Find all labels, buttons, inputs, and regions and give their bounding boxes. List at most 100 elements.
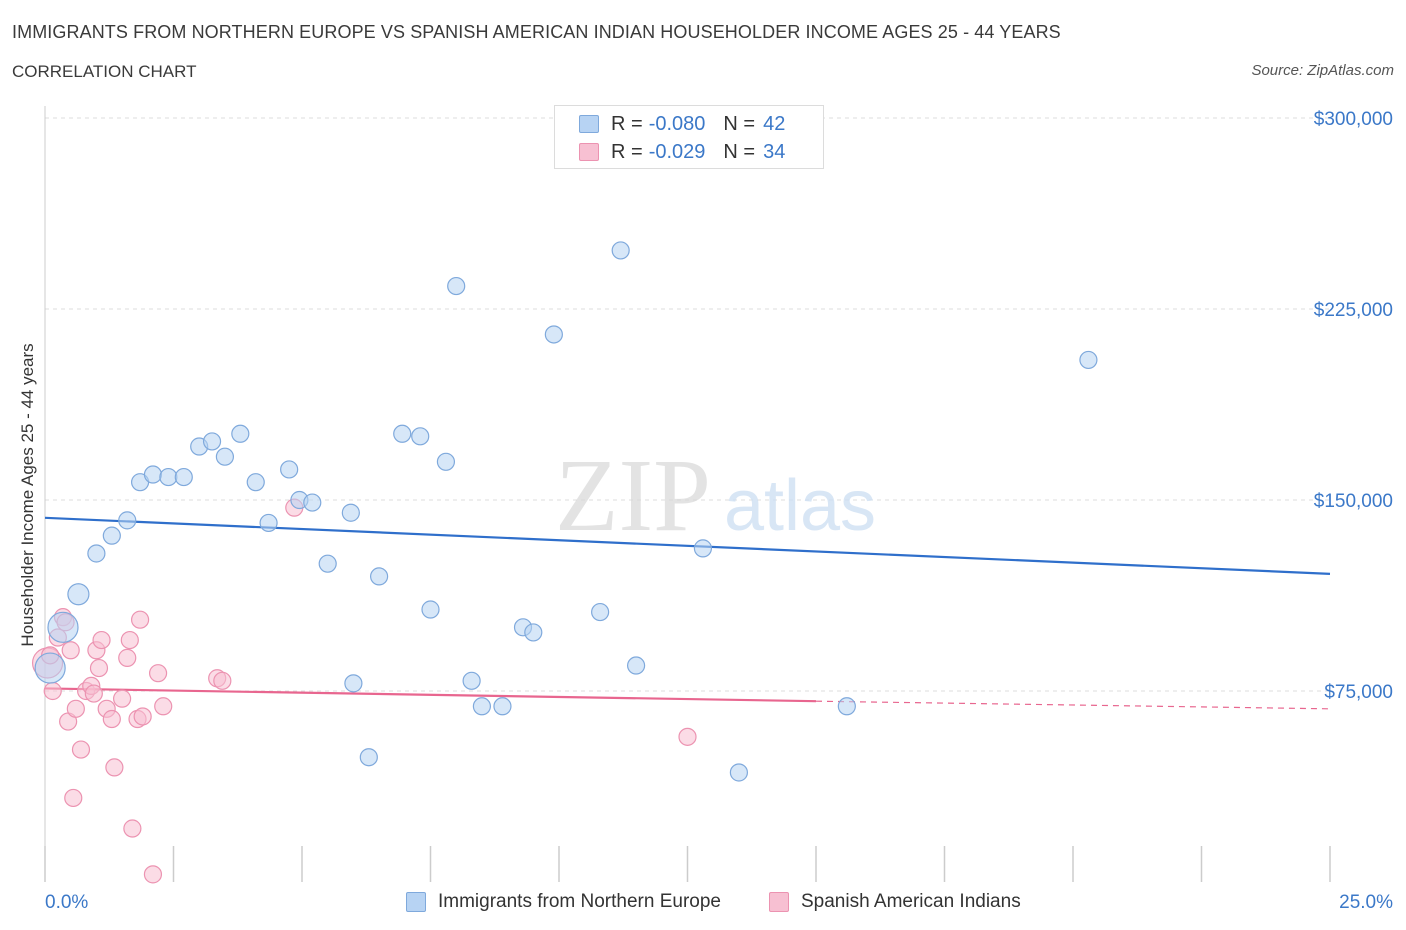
data-point-northern-europe — [611, 241, 630, 260]
legend-r-value: -0.080 — [648, 112, 706, 135]
y-tick-label: $150,000 — [1314, 491, 1393, 512]
data-point-spanish-american-indians — [89, 658, 109, 678]
stats-legend: R = -0.080 N = 42 R = -0.029 N = 34 — [554, 105, 824, 169]
data-point-spanish-american-indians — [112, 689, 132, 708]
y-tick-label: $75,000 — [1324, 682, 1393, 703]
data-point-northern-europe — [102, 526, 121, 545]
watermark: ZIP atlas — [555, 438, 876, 553]
data-point-northern-europe — [303, 493, 322, 512]
x-tick-label: 0.0% — [45, 892, 88, 913]
data-point-northern-europe — [159, 467, 178, 487]
data-point-northern-europe — [493, 697, 512, 716]
data-point-spanish-american-indians — [71, 740, 91, 759]
data-points — [31, 241, 1098, 884]
data-point-spanish-american-indians — [120, 630, 139, 650]
legend-row-northern-europe: R = -0.080 N = 42 — [579, 111, 785, 137]
data-point-northern-europe — [34, 652, 66, 684]
data-point-northern-europe — [462, 671, 481, 690]
data-point-spanish-american-indians — [148, 664, 168, 683]
data-point-spanish-american-indians — [130, 610, 150, 629]
data-point-northern-europe — [837, 697, 856, 716]
data-point-northern-europe — [524, 623, 543, 642]
watermark-zip: ZIP — [555, 438, 711, 553]
y-tick-label: $300,000 — [1314, 109, 1393, 130]
chart-title: IMMIGRANTS FROM NORTHERN EUROPE VS SPANI… — [12, 22, 1061, 42]
data-point-northern-europe — [626, 656, 646, 675]
data-point-northern-europe — [591, 602, 610, 622]
legend-r-value: -0.029 — [648, 140, 706, 163]
data-point-northern-europe — [143, 465, 163, 484]
bottom-legend-northern-europe: Immigrants from Northern Europe — [406, 888, 721, 916]
bottom-legend-swatch-blue — [406, 892, 426, 912]
data-point-northern-europe — [202, 432, 222, 451]
data-point-spanish-american-indians — [154, 697, 173, 716]
data-point-northern-europe — [393, 424, 412, 443]
legend-n-label: N = — [723, 112, 756, 135]
data-point-spanish-american-indians — [123, 819, 142, 838]
data-point-spanish-american-indians — [84, 684, 103, 703]
axis-layer — [44, 106, 1331, 882]
data-point-northern-europe — [231, 424, 250, 443]
data-point-northern-europe — [421, 600, 440, 619]
trend-line-northern-europe — [44, 516, 1331, 575]
data-point-spanish-american-indians — [66, 699, 85, 718]
data-point-spanish-american-indians — [43, 681, 62, 701]
grid-layer — [45, 117, 1330, 692]
data-point-northern-europe — [447, 276, 466, 296]
data-point-northern-europe — [87, 544, 106, 563]
data-point-northern-europe — [246, 473, 265, 492]
data-point-spanish-american-indians — [61, 641, 80, 660]
data-point-northern-europe — [174, 467, 193, 487]
data-point-northern-europe — [693, 539, 713, 558]
y-tick-label: $225,000 — [1314, 300, 1393, 321]
data-point-northern-europe — [472, 697, 491, 716]
data-point-northern-europe — [436, 452, 456, 471]
data-point-spanish-american-indians — [64, 788, 83, 808]
data-point-northern-europe — [544, 325, 563, 344]
data-point-northern-europe — [67, 583, 90, 606]
bottom-legend-label: Immigrants from Northern Europe — [438, 891, 721, 912]
trend-lines — [44, 516, 1331, 710]
legend-n-label: N = — [723, 140, 756, 163]
trend-line-extension-spanish-american-indians — [815, 700, 1331, 710]
data-point-spanish-american-indians — [678, 727, 697, 746]
data-point-northern-europe — [318, 554, 337, 573]
y-axis-label: Householder Income Ages 25 - 44 years — [18, 343, 37, 647]
legend-n-value: 34 — [763, 140, 786, 163]
data-point-northern-europe — [118, 511, 137, 530]
axis-labels: $75,000 $150,000 $225,000 $300,000 0.0% 25.0% — [45, 109, 1393, 913]
data-point-northern-europe — [370, 567, 389, 586]
data-point-spanish-american-indians — [133, 707, 152, 726]
data-point-northern-europe — [1079, 350, 1098, 370]
legend-r-label: R = — [611, 140, 643, 163]
legend-r-label: R = — [611, 112, 643, 135]
data-point-northern-europe — [344, 674, 363, 693]
x-tick-label: 25.0% — [1339, 892, 1393, 913]
data-point-northern-europe — [411, 427, 430, 446]
data-point-northern-europe — [280, 460, 299, 479]
data-point-northern-europe — [729, 763, 749, 782]
legend-row-spanish-american-indians: R = -0.029 N = 34 — [579, 139, 785, 165]
legend-swatch-pink — [579, 143, 599, 161]
bottom-legend-spanish-american-indians: Spanish American Indians — [769, 888, 1021, 916]
chart-subtitle: CORRELATION CHART — [12, 62, 197, 81]
data-point-northern-europe — [259, 513, 278, 533]
bottom-legend-label: Spanish American Indians — [801, 891, 1021, 912]
legend-swatch-blue — [579, 115, 599, 133]
data-point-spanish-american-indians — [213, 671, 232, 690]
legend-n-value: 42 — [763, 112, 786, 135]
source-credit: Source: ZipAtlas.com — [1251, 62, 1394, 79]
trend-line-spanish-american-indians — [44, 687, 817, 703]
data-point-spanish-american-indians — [118, 648, 137, 667]
data-point-spanish-american-indians — [92, 630, 111, 650]
data-point-northern-europe — [341, 503, 360, 522]
data-point-spanish-american-indians — [143, 865, 163, 884]
data-point-spanish-american-indians — [102, 709, 121, 729]
watermark-atlas: atlas — [724, 466, 876, 546]
data-point-northern-europe — [47, 611, 79, 643]
data-point-northern-europe — [359, 748, 378, 767]
data-point-spanish-american-indians — [105, 758, 124, 777]
bottom-legend-swatch-pink — [769, 892, 789, 912]
data-point-northern-europe — [215, 447, 234, 466]
